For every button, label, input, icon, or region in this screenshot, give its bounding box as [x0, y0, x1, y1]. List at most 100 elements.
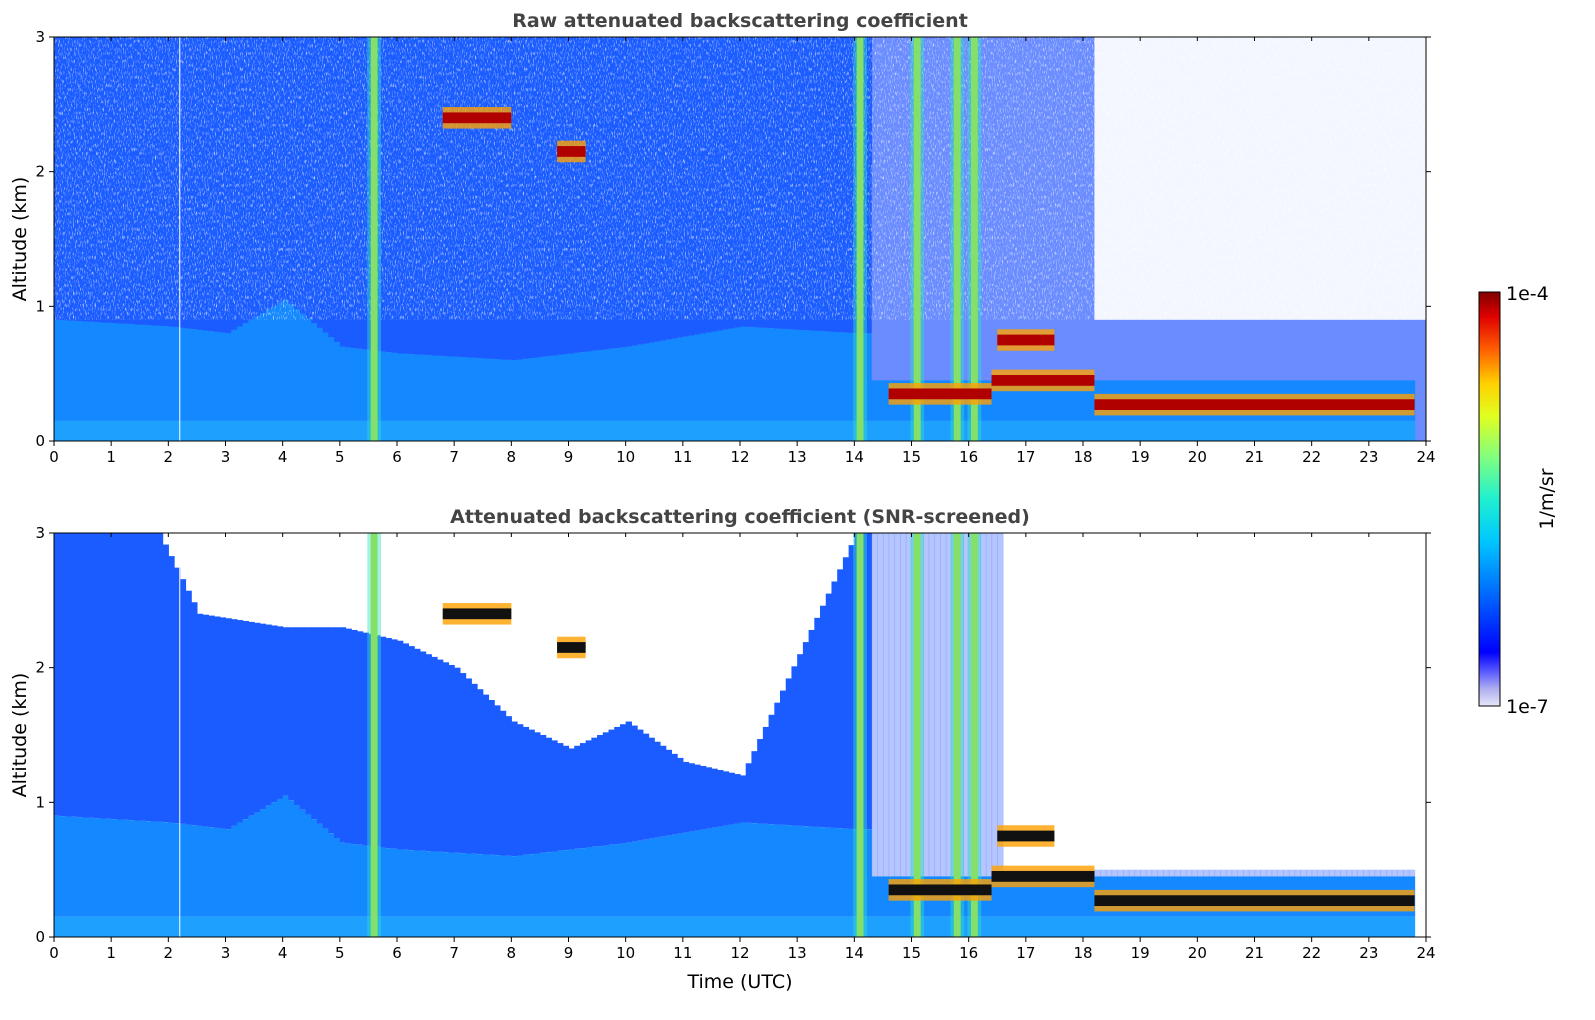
top-surface-layer-cell: [322, 420, 329, 441]
bottom-boundary-layer-cell: [82, 817, 89, 917]
top-surface-layer-cell: [734, 420, 741, 441]
bottom-surface-layer-cell: [88, 916, 95, 937]
bottom-surface-layer-cell: [1020, 916, 1027, 937]
bottom-free-troposphere-cell: [288, 627, 295, 801]
top-x-tick-label: 0: [49, 448, 59, 466]
bottom-surface-layer-cell: [282, 916, 289, 937]
bottom-x-tick-label: 7: [449, 944, 459, 962]
top-surface-layer-cell: [865, 420, 873, 441]
bottom-free-troposphere-cell: [751, 751, 758, 824]
bottom-surface-layer-cell: [196, 916, 204, 937]
bottom-boundary-layer-cell: [505, 855, 512, 917]
bottom-surface-layer-cell: [105, 916, 112, 937]
bottom-boundary-layer-cell: [1083, 876, 1090, 917]
top-surface-layer-cell: [648, 420, 655, 441]
bottom-surface-layer-cell: [688, 916, 695, 937]
top-surface-layer-cell: [1105, 420, 1113, 441]
bottom-surface-layer-cell: [751, 916, 758, 937]
top-surface-layer-cell: [99, 420, 107, 441]
bottom-surface-layer-cell: [1351, 916, 1358, 937]
top-x-tick-label: 20: [1188, 448, 1207, 466]
bottom-surface-layer-cell: [539, 916, 547, 937]
bottom-surface-layer-cell: [185, 916, 192, 937]
bottom-boundary-layer-cell: [208, 827, 215, 917]
bottom-boundary-layer-cell: [116, 819, 124, 917]
bottom-surface-layer-cell: [797, 916, 804, 937]
top-surface-layer-cell: [345, 420, 352, 441]
bottom-boundary-layer-cell: [568, 849, 575, 917]
bottom-free-troposphere-cell: [814, 617, 821, 827]
top-surface-layer-cell: [962, 420, 970, 441]
top-surface-layer-cell: [465, 420, 472, 441]
bottom-free-troposphere-cell: [1391, 869, 1399, 877]
top-surface-layer-cell: [1174, 420, 1181, 441]
top-boundary-layer-cell: [831, 331, 838, 421]
bottom-surface-layer-cell: [145, 916, 152, 937]
bottom-boundary-layer-cell: [802, 826, 810, 917]
top-boundary-layer-cell: [214, 331, 221, 421]
top-surface-layer-cell: [1208, 420, 1216, 441]
bottom-free-troposphere-cell: [888, 533, 895, 877]
bottom-free-troposphere-cell: [94, 533, 101, 819]
top-free-troposphere-cell: [1168, 319, 1176, 381]
bottom-boundary-layer-cell: [408, 850, 415, 917]
top-surface-layer-cell: [597, 420, 604, 441]
top-surface-layer-cell: [105, 420, 112, 441]
top-boundary-layer-cell: [797, 329, 804, 421]
bottom-boundary-layer-cell: [482, 854, 490, 917]
top-surface-layer-cell: [111, 420, 118, 441]
top-boundary-layer-cell: [597, 350, 604, 421]
bottom-surface-layer-cell: [1191, 916, 1198, 937]
top-surface-layer-cell: [791, 420, 798, 441]
top-free-troposphere-cell: [1145, 319, 1153, 381]
bottom-boundary-layer-cell: [151, 821, 158, 917]
bottom-free-troposphere-cell: [717, 770, 724, 827]
bottom-surface-layer-cell: [1042, 916, 1050, 937]
bottom-free-troposphere-cell: [1265, 869, 1273, 877]
bottom-boundary-layer-cell: [722, 825, 730, 917]
bottom-surface-layer-cell: [591, 916, 598, 937]
bottom-boundary-layer-cell: [557, 850, 564, 917]
bottom-precip-band-edge: [967, 533, 982, 937]
top-cloud-layer: [1094, 399, 1415, 411]
bottom-boundary-layer-cell: [545, 852, 552, 917]
bottom-free-troposphere-cell: [848, 545, 855, 829]
bottom-surface-layer-cell: [900, 916, 907, 937]
bottom-surface-layer-cell: [1385, 916, 1393, 937]
top-x-tick-label: 6: [392, 448, 402, 466]
top-surface-layer-cell: [1008, 420, 1015, 441]
bottom-surface-layer-cell: [242, 916, 249, 937]
top-boundary-layer-cell: [294, 309, 301, 421]
top-boundary-layer-cell: [54, 319, 61, 421]
bottom-surface-layer-cell: [980, 916, 987, 937]
bottom-free-troposphere-cell: [1317, 869, 1324, 877]
bottom-surface-layer-cell: [1380, 916, 1387, 937]
bottom-surface-layer-cell: [1225, 916, 1233, 937]
top-surface-layer-cell: [694, 420, 701, 441]
top-free-troposphere-cell: [1191, 319, 1198, 381]
bottom-boundary-layer-cell: [585, 847, 592, 917]
top-surface-layer-cell: [642, 420, 650, 441]
top-boundary-layer-cell: [557, 354, 564, 421]
bottom-boundary-layer-cell: [997, 876, 1004, 917]
top-surface-layer-cell: [248, 420, 255, 441]
bottom-boundary-layer-cell: [174, 823, 181, 917]
bottom-boundary-layer-cell: [276, 798, 284, 917]
bottom-surface-layer-cell: [922, 916, 930, 937]
top-surface-layer-cell: [1077, 420, 1084, 441]
top-boundary-layer-cell: [625, 346, 632, 421]
bottom-free-troposphere-cell: [505, 716, 512, 856]
bottom-boundary-layer-cell: [214, 827, 221, 917]
bottom-boundary-layer-cell: [882, 876, 890, 917]
bottom-free-troposphere-cell: [1100, 869, 1107, 877]
top-x-tick-label: 4: [278, 448, 288, 466]
bottom-surface-layer-cell: [728, 916, 735, 937]
bottom-y-tick-label: 1: [35, 793, 45, 811]
bottom-free-troposphere-cell: [242, 620, 249, 820]
bottom-free-troposphere-cell: [511, 721, 518, 857]
bottom-boundary-layer-cell: [128, 820, 135, 917]
top-x-tick-label: 7: [449, 448, 459, 466]
bottom-surface-layer-cell: [1265, 916, 1273, 937]
top-surface-layer-cell: [1214, 420, 1221, 441]
top-surface-layer-cell: [711, 420, 718, 441]
